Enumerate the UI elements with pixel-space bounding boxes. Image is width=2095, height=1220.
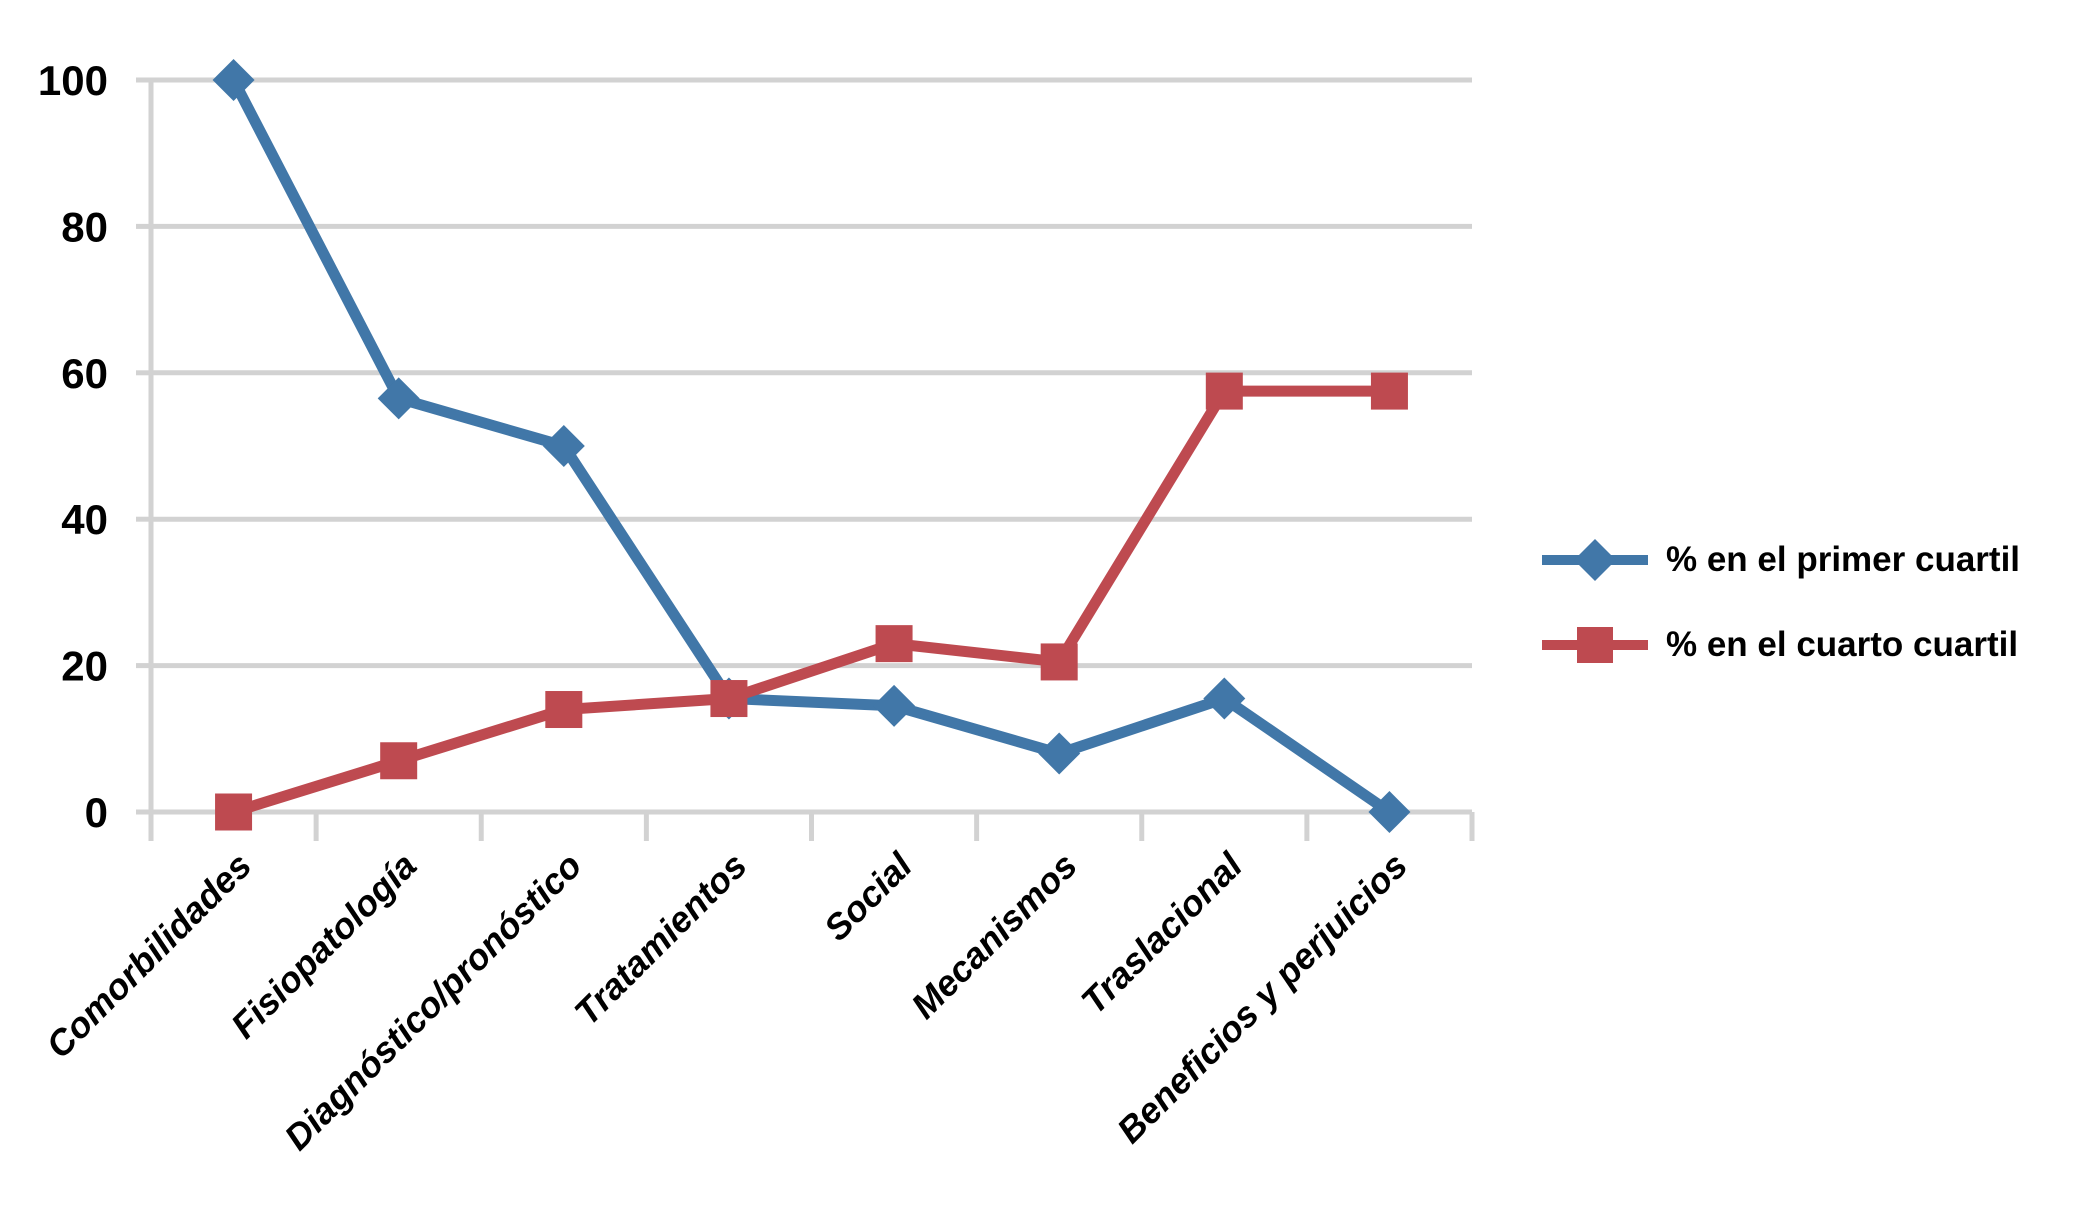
series-line-cuarto-cuartil — [231, 385, 1390, 818]
data-point-diamond — [1203, 677, 1246, 720]
data-point-diamond — [542, 425, 585, 467]
legend-label-cuarto-cuartil: % en el cuarto cuartil — [1666, 625, 2019, 664]
x-axis-category-label: Mecanismos — [903, 845, 1085, 1027]
legend-label-primer-cuartil: % en el primer cuartil — [1666, 540, 2021, 579]
axes — [136, 77, 1475, 841]
y-axis-tick-label: 20 — [61, 643, 108, 690]
data-point-square — [1040, 643, 1078, 681]
data-point-diamond — [377, 377, 420, 420]
data-point-diamond — [212, 59, 255, 101]
y-axis-tick-label: 0 — [85, 789, 108, 836]
legend-item-cuarto-cuartil: % en el cuarto cuartil — [1540, 621, 2020, 669]
y-axis-tick-label: 80 — [61, 203, 108, 250]
x-axis-category-label: Beneficios y perjuicios — [1109, 845, 1415, 1151]
data-point-square — [1370, 372, 1408, 410]
x-axis-category-label: Diagnóstico/pronóstico — [276, 845, 589, 1158]
data-point-square — [875, 625, 913, 663]
x-axis-category-label: Comorbilidades — [38, 845, 259, 1066]
x-axis-category-label: Traslacional — [1073, 844, 1251, 1022]
y-axis-tick-label: 40 — [61, 496, 108, 543]
legend-item-primer-cuartil: % en el primer cuartil — [1540, 536, 2020, 584]
x-axis-labels: ComorbilidadesFisiopatologíaDiagnóstico/… — [38, 844, 1415, 1158]
data-point-square — [380, 742, 418, 780]
legend-diamond-marker-icon — [1542, 539, 1648, 581]
y-axis-labels: 0 20 40 60 80 100 — [38, 57, 108, 836]
data-point-square — [215, 793, 253, 831]
data-point-diamond — [1368, 791, 1411, 833]
legend-square-marker-icon — [1542, 627, 1648, 663]
y-axis-tick-label: 60 — [61, 350, 108, 397]
x-axis-category-label: Tratamientos — [566, 845, 754, 1033]
series-line-primer-cuartil — [228, 77, 1393, 817]
data-point-square — [545, 691, 583, 729]
data-series — [212, 59, 1411, 833]
data-point-diamond — [1038, 732, 1081, 775]
data-point-diamond — [873, 684, 916, 727]
y-axis-tick-label: 100 — [38, 57, 108, 104]
legend: % en el primer cuartil % en el cuarto cu… — [1540, 536, 2020, 669]
x-axis-category-label: Social — [816, 844, 921, 949]
data-point-square — [1205, 372, 1243, 410]
data-point-square — [710, 680, 748, 718]
